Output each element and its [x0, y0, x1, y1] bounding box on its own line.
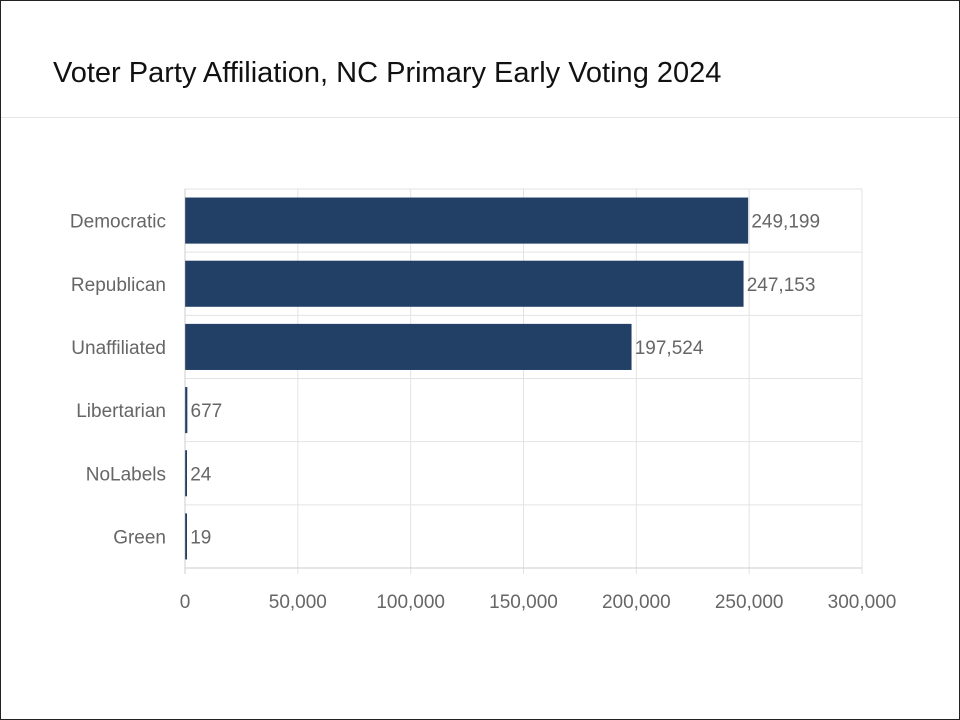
x-tick-label: 50,000: [269, 592, 327, 613]
x-tick-label: 250,000: [715, 592, 784, 613]
bar-libertarian: [185, 387, 188, 434]
value-label: 19: [190, 527, 211, 548]
category-label: Green: [113, 527, 166, 548]
bar-republican: [185, 260, 744, 307]
label-layer: 0 50,000 100,000 150,000 200,000 250,000 300,0…: [70, 212, 896, 613]
value-label: 677: [191, 401, 223, 422]
category-label: NoLabels: [86, 464, 166, 485]
bar-layer: [185, 197, 749, 560]
x-tick-label: 300,000: [828, 592, 897, 613]
x-tick-label: 150,000: [489, 592, 558, 613]
bar-democratic: [185, 197, 749, 244]
value-label: 249,199: [751, 212, 820, 233]
chart-header: Voter Party Affiliation, NC Primary Earl…: [1, 1, 959, 118]
value-label: 24: [190, 464, 212, 485]
bar-nolabels: [185, 450, 188, 497]
category-label: Unaffiliated: [71, 338, 166, 359]
value-label: 247,153: [747, 275, 816, 296]
grid-layer: [184, 188, 863, 574]
category-label: Republican: [71, 275, 166, 296]
value-label: 197,524: [635, 338, 704, 359]
bar-unaffiliated: [185, 323, 632, 370]
x-tick-label: 200,000: [602, 592, 671, 613]
bar-green: [185, 513, 188, 560]
chart-title: Voter Party Affiliation, NC Primary Earl…: [53, 57, 722, 89]
x-tick-label: 100,000: [376, 592, 445, 613]
category-label: Libertarian: [76, 401, 166, 422]
x-tick-label: 0: [180, 592, 191, 613]
category-label: Democratic: [70, 212, 166, 233]
